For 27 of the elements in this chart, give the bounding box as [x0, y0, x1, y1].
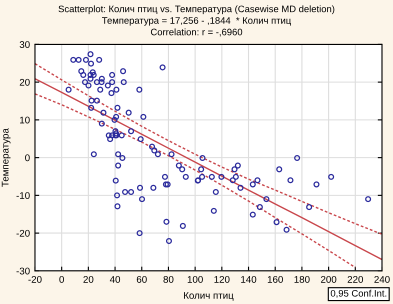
- x-tick-label: 160: [268, 276, 283, 283]
- y-tick-label: 30: [20, 41, 30, 48]
- x-tick-label: 180: [294, 276, 310, 283]
- y-axis-title: Температура: [2, 128, 11, 187]
- x-tick-label: 140: [241, 276, 256, 283]
- x-tick-label: 0: [59, 276, 64, 283]
- x-tick-label: 100: [188, 276, 203, 283]
- y-tick-label: -10: [16, 192, 30, 199]
- y-tick-label: 10: [20, 116, 30, 124]
- y-tick-label: -20: [16, 230, 30, 237]
- y-tick-label: 0: [25, 154, 30, 162]
- text: Correlation: r = -,6960: [150, 28, 242, 36]
- x-tick-label: 200: [320, 276, 336, 283]
- x-tick-label: 120: [214, 276, 230, 283]
- x-tick-label: 40: [110, 276, 120, 283]
- x-tick-label: 220: [348, 276, 364, 283]
- y-tick-label: 20: [20, 78, 30, 86]
- chart-subtitle: Температура = 17,256 - ,1844 * Колич птиц: [102, 17, 291, 26]
- x-axis-title: Колич птиц: [184, 292, 234, 301]
- x-tick-label: 60: [136, 276, 147, 283]
- x-tick-label: 80: [163, 276, 174, 283]
- chart-title: Scatterplot: Колич птиц vs. Температура (Casewise MD deletion): [58, 5, 334, 14]
- x-tick-label: 20: [83, 276, 94, 283]
- y-tick-label: -30: [16, 268, 30, 274]
- x-tick-label: 240: [374, 276, 390, 283]
- x-tick-label: -20: [28, 276, 42, 283]
- text: 0,95 Conf.Int.: [330, 290, 386, 298]
